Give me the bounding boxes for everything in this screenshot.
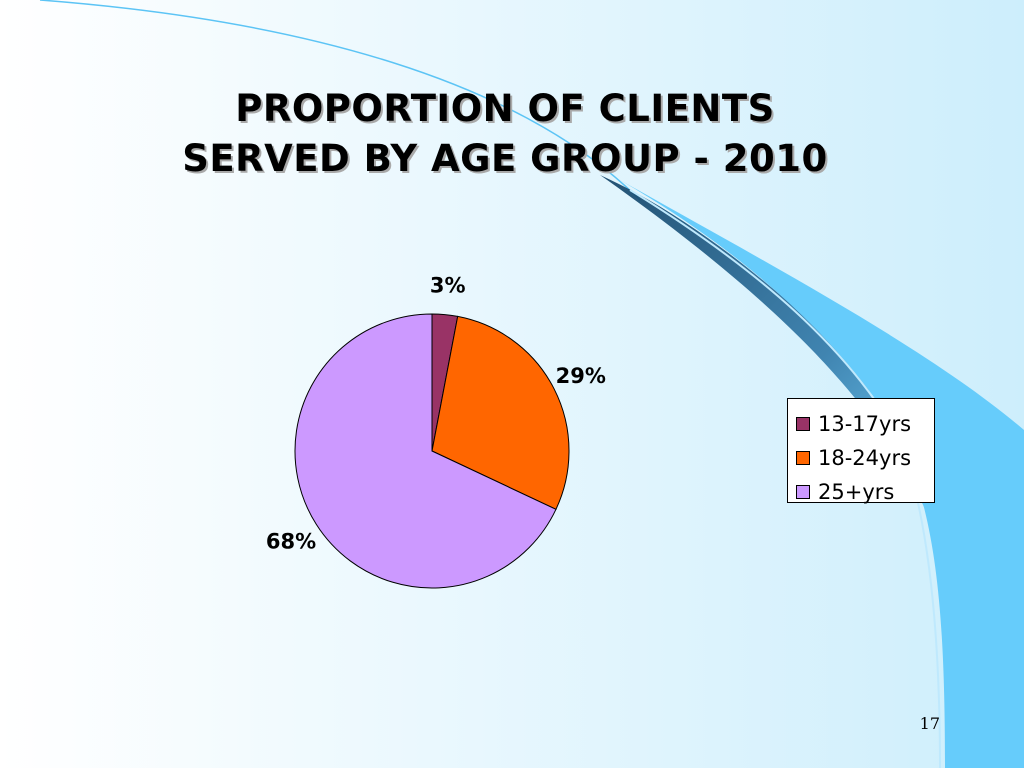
pie-slice-18-24yrs [431, 315, 570, 510]
legend-swatch [796, 417, 810, 431]
legend-swatch [796, 451, 810, 465]
legend-label: 25+yrs [818, 480, 895, 504]
slide-title: PROPORTION OF CLIENTS SERVED BY AGE GROU… [0, 84, 1010, 184]
pie-slice-25-yrs [294, 313, 557, 589]
title-line-1: PROPORTION OF CLIENTS [235, 87, 775, 130]
legend-item-18-24: 18-24yrs [788, 441, 934, 475]
title-line-2: SERVED BY AGE GROUP - 2010 [182, 137, 828, 180]
data-label: 3% [430, 274, 466, 298]
legend-swatch [796, 485, 810, 499]
page-number: 17 [919, 714, 940, 733]
legend-label: 13-17yrs [818, 412, 912, 436]
data-label: 68% [266, 529, 316, 553]
chart-legend: 13-17yrs 18-24yrs 25+yrs [787, 398, 935, 504]
legend-item-13-17: 13-17yrs [788, 407, 934, 441]
legend-item-25-plus: 25+yrs [788, 475, 934, 509]
legend-label: 18-24yrs [818, 446, 912, 470]
data-label: 29% [556, 364, 606, 388]
